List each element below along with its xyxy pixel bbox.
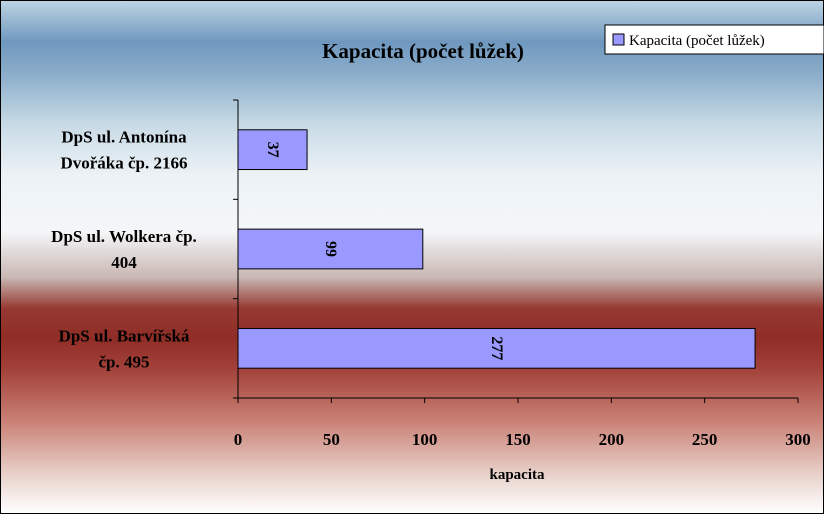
category-label: čp. 495: [99, 352, 150, 371]
category-label: Dvořáka čp. 2166: [60, 154, 187, 173]
bar: [237, 228, 424, 270]
x-tick-label: 300: [785, 430, 811, 449]
x-tick-labels: 0 50 100 150 200 250 300: [234, 430, 811, 449]
x-axis-title: kapacita: [489, 467, 545, 483]
x-tick-label: 100: [412, 430, 438, 449]
data-label: 277: [488, 336, 505, 360]
x-tick-label: 150: [505, 430, 531, 449]
bars: 37 99 277: [237, 129, 756, 369]
data-label: 99: [322, 241, 339, 257]
legend: Kapacita (počet lůžek): [604, 24, 824, 55]
x-tick-label: 200: [599, 430, 625, 449]
chart-title: Kapacita (počet lůžek): [322, 39, 524, 63]
bar: [237, 327, 756, 369]
legend-swatch: [612, 33, 625, 46]
category-label: DpS ul. Antonína: [61, 128, 187, 147]
category-labels: DpS ul. Antonína Dvořáka čp. 2166 DpS ul. …: [51, 128, 197, 372]
legend-label: Kapacita (počet lůžek): [629, 33, 765, 49]
x-tick-label: 0: [234, 430, 243, 449]
bar: [237, 129, 308, 171]
x-tick-label: 250: [692, 430, 718, 449]
data-label: 37: [264, 142, 281, 158]
category-label: 404: [111, 253, 137, 272]
x-tick-label: 50: [323, 430, 340, 449]
category-label: DpS ul. Barvířská: [59, 326, 190, 345]
category-label: DpS ul. Wolkera čp.: [51, 227, 197, 246]
legend-box: [604, 24, 824, 55]
